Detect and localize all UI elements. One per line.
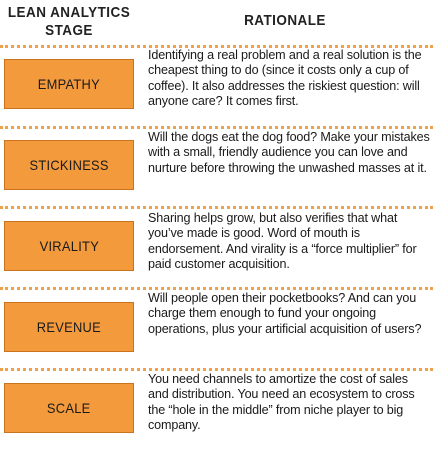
stage-label: SCALE: [47, 400, 91, 416]
separator: [0, 45, 433, 48]
stage-label: REVENUE: [36, 319, 102, 335]
stage-box-empathy: EMPATHY: [4, 59, 134, 109]
stage-box-virality: VIRALITY: [4, 221, 134, 271]
rationale-text: Will the dogs eat the dog food? Make you…: [148, 130, 430, 175]
separator: [0, 368, 433, 371]
table-header: LEAN ANALYTICS STAGE RATIONALE: [0, 0, 433, 44]
rationale-text: Will people open their pocketbooks? And …: [148, 291, 422, 336]
stage-box-revenue: REVENUE: [4, 302, 134, 352]
stage-box-scale: SCALE: [4, 383, 134, 433]
rationale-text: Identifying a real problem and a real so…: [148, 48, 422, 109]
rationale-text: Sharing helps grow, but also verifies th…: [148, 211, 417, 272]
rationale-column-title: RATIONALE: [244, 12, 326, 29]
stage-column-title: LEAN ANALYTICS STAGE: [7, 4, 131, 39]
stage-label: STICKINESS: [29, 157, 109, 173]
separator: [0, 206, 433, 209]
separator: [0, 287, 433, 290]
stage-label: EMPATHY: [37, 76, 101, 92]
stage-box-stickiness: STICKINESS: [4, 140, 134, 190]
separator: [0, 126, 433, 129]
stage-label: VIRALITY: [39, 238, 99, 254]
rationale-text: You need channels to amortize the cost o…: [148, 372, 415, 433]
